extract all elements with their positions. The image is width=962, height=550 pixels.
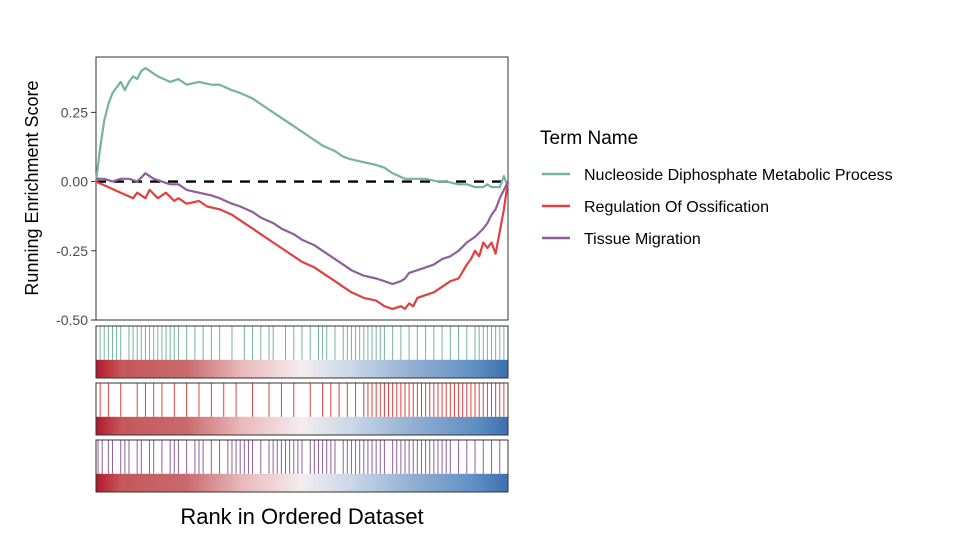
series-line xyxy=(94,66,510,189)
y-tick-label: 0.25 xyxy=(61,104,88,120)
legend-entries: Nucleoside Diphosphate Metabolic Process… xyxy=(542,167,893,248)
rank-gradient-bar xyxy=(96,416,508,435)
plot-panel xyxy=(95,56,509,321)
rug-panel xyxy=(95,325,509,379)
y-tick-label: 0.00 xyxy=(61,174,88,190)
series-line xyxy=(95,180,510,310)
y-tick-label: -0.50 xyxy=(56,312,88,328)
series-line xyxy=(96,172,509,286)
legend-label: Tissue Migration xyxy=(584,231,701,248)
rug-panel-border xyxy=(95,325,509,379)
legend-title: Term Name xyxy=(540,128,638,149)
series-lines xyxy=(94,66,510,310)
y-axis-ticks: 0.25 0.00 -0.25 -0.50 xyxy=(56,104,96,328)
legend-entry: Regulation Of Ossification xyxy=(542,199,769,216)
rank-gradient-bar xyxy=(96,359,508,378)
hit-rug-panels xyxy=(95,325,509,493)
rank-gradient-bar xyxy=(96,473,508,492)
legend-label: Regulation Of Ossification xyxy=(584,199,769,216)
legend-entry: Nucleoside Diphosphate Metabolic Process xyxy=(542,167,893,184)
x-axis-label: Rank in Ordered Dataset xyxy=(180,504,423,529)
rug-panel-border xyxy=(95,382,509,436)
rug-panel xyxy=(95,439,509,493)
legend: Term Name Nucleoside Diphosphate Metabol… xyxy=(540,128,893,248)
y-tick-label: -0.25 xyxy=(56,243,88,259)
rug-panel xyxy=(95,382,509,436)
legend-entry: Tissue Migration xyxy=(542,231,701,248)
main-plot: 0.25 0.00 -0.25 -0.50 Running Enrichment Sc… xyxy=(22,56,510,328)
rug-panel-border xyxy=(95,439,509,493)
legend-label: Nucleoside Diphosphate Metabolic Process xyxy=(584,167,893,184)
y-axis-label: Running Enrichment Score xyxy=(22,80,42,295)
